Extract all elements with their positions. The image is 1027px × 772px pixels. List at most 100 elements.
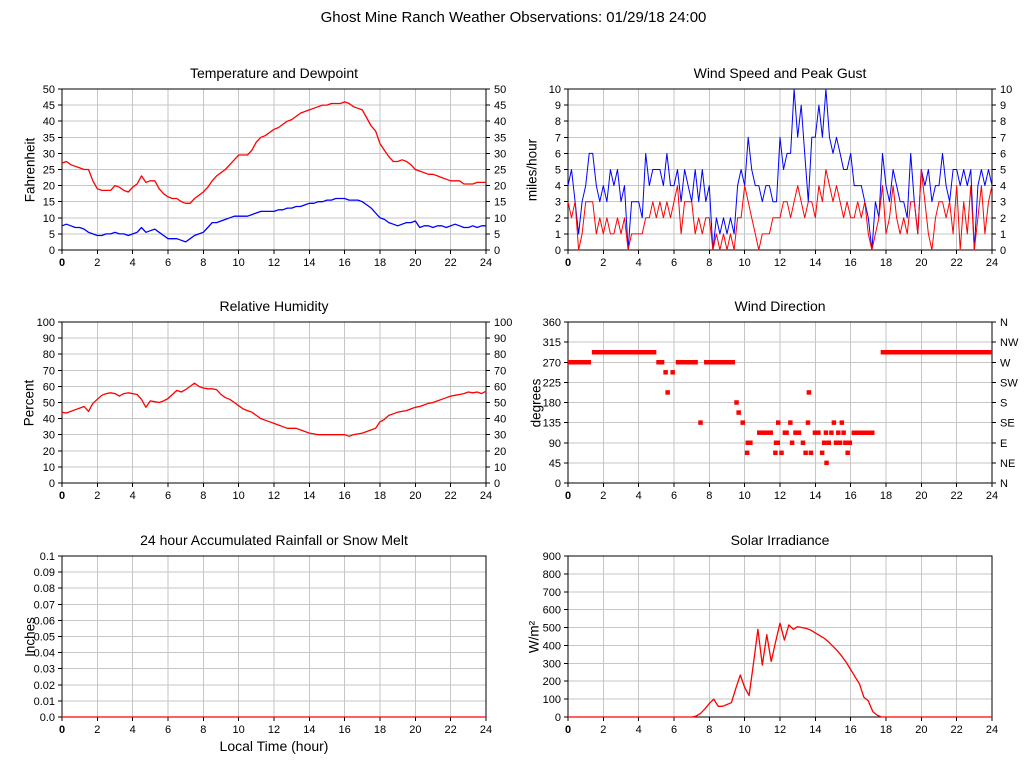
y-tick-label-right: 60 (494, 381, 506, 393)
y-tick-label: 270 (543, 357, 561, 369)
x-tick-label: 16 (339, 490, 351, 502)
chart-title: Temperature and Dewpoint (189, 65, 359, 81)
x-tick-label: 20 (915, 490, 927, 502)
y-tick-label: 6 (555, 148, 561, 160)
y-tick-label: 0 (555, 478, 561, 490)
x-tick-label: 2 (94, 490, 100, 502)
x-tick-label: 2 (600, 724, 606, 736)
x-tick-label: 8 (200, 257, 206, 269)
x-tick-label: 8 (200, 490, 206, 502)
y-tick-label: 100 (37, 317, 55, 329)
y-tick-label: 40 (43, 116, 55, 128)
x-tick-label: 8 (706, 490, 712, 502)
y-tick-label: 0.07 (34, 599, 55, 611)
x-tick-label: 18 (374, 490, 386, 502)
y-tick-label: 0 (555, 245, 561, 257)
y-tick-label-right: 80 (494, 349, 506, 361)
y-tick-label: 10 (43, 213, 55, 225)
x-tick-label: 18 (374, 257, 386, 269)
x-tick-label: 0 (565, 490, 571, 502)
y-tick-label: 500 (543, 623, 561, 635)
x-tick-label: 2 (600, 490, 606, 502)
x-tick-label: 10 (233, 257, 245, 269)
y-tick-label: 0.1 (40, 551, 55, 563)
y-tick-label-right: 50 (494, 84, 506, 96)
chart-rainfall: 24 hour Accumulated Rainfall or Snow Mel… (0, 517, 513, 772)
y-tick-label-right: 5 (494, 229, 500, 241)
chart-title: Wind Speed and Peak Gust (693, 65, 867, 81)
x-tick-label: 4 (130, 257, 136, 269)
y-tick-label: 45 (43, 100, 55, 112)
rainfall-plot: 0 2 4 6 8 10 12 14 16 18 20 22 240.10.090.080.070.06… (34, 551, 493, 736)
x-tick-label: 24 (986, 490, 998, 502)
x-tick-label: 12 (268, 490, 280, 502)
x-tick-label: 0 (565, 724, 571, 736)
x-tick-label: 20 (409, 257, 421, 269)
x-tick-label: 22 (951, 724, 963, 736)
y-tick-label: 0.02 (34, 680, 55, 692)
chart-title: Relative Humidity (219, 298, 329, 314)
y-tick-label: 4 (555, 181, 561, 193)
x-tick-label: 24 (986, 257, 998, 269)
x-tick-label: 0 (565, 257, 571, 269)
x-tick-label: 6 (165, 257, 171, 269)
y-tick-label: 0.0 (40, 712, 55, 724)
y-tick-label-right: 10 (494, 213, 506, 225)
y-tick-label-right: 0 (1000, 245, 1006, 257)
x-tick-label: 22 (951, 490, 963, 502)
y-tick-label-right: 8 (1000, 116, 1006, 128)
x-tick-label: 14 (303, 724, 315, 736)
y-tick-label: 15 (43, 197, 55, 209)
y-tick-label: 600 (543, 605, 561, 617)
y-tick-label: 400 (543, 640, 561, 652)
y-tick-label-right: SE (1000, 418, 1015, 430)
y-tick-label: 10 (549, 84, 561, 96)
x-tick-label: 4 (130, 724, 136, 736)
y-tick-label: 45 (549, 458, 561, 470)
x-tick-label: 12 (774, 724, 786, 736)
y-tick-label: 0 (49, 245, 55, 257)
y-tick-label-right: SW (1000, 377, 1018, 389)
y-tick-label: 10 (43, 462, 55, 474)
x-tick-label: 14 (809, 257, 821, 269)
y-tick-label-right: 30 (494, 430, 506, 442)
y-tick-label: 30 (43, 148, 55, 160)
x-tick-label: 20 (915, 257, 927, 269)
y-tick-label: 800 (543, 569, 561, 581)
y-tick-label-right: N (1000, 317, 1008, 329)
y-tick-label-right: 30 (494, 148, 506, 160)
x-tick-label: 18 (880, 257, 892, 269)
x-tick-label: 0 (59, 724, 65, 736)
x-tick-label: 24 (986, 724, 998, 736)
y-tick-label: 8 (555, 116, 561, 128)
x-tick-label: 16 (339, 724, 351, 736)
x-tick-label: 22 (445, 724, 457, 736)
y-tick-label-right: N (1000, 478, 1008, 490)
x-tick-label: 18 (880, 490, 892, 502)
page-title: Ghost Mine Ranch Weather Observations: 0… (320, 9, 707, 26)
y-tick-label: 0.06 (34, 615, 55, 627)
y-tick-label: 30 (43, 430, 55, 442)
x-tick-label: 20 (409, 490, 421, 502)
x-tick-label: 8 (706, 257, 712, 269)
y-tick-label: 700 (543, 587, 561, 599)
x-tick-label: 0 (59, 490, 65, 502)
x-tick-label: 18 (880, 724, 892, 736)
series-wind-speed (567, 169, 993, 251)
y-tick-label: 900 (543, 551, 561, 563)
y-tick-label: 20 (43, 181, 55, 193)
y-tick-label-right: 7 (1000, 132, 1006, 144)
y-tick-label-right: NE (1000, 458, 1015, 470)
y-tick-label: 25 (43, 165, 55, 177)
y-tick-label-right: 90 (494, 333, 506, 345)
y-tick-label: 9 (555, 100, 561, 112)
y-tick-label: 80 (43, 349, 55, 361)
y-tick-label-right: 1 (1000, 229, 1006, 241)
chart-wind-direction: Wind Direction degrees 0 2 4 6 8 10 12 14 16 18 20… (513, 283, 1027, 528)
x-tick-label: 2 (94, 724, 100, 736)
y-tick-label: 5 (555, 165, 561, 177)
